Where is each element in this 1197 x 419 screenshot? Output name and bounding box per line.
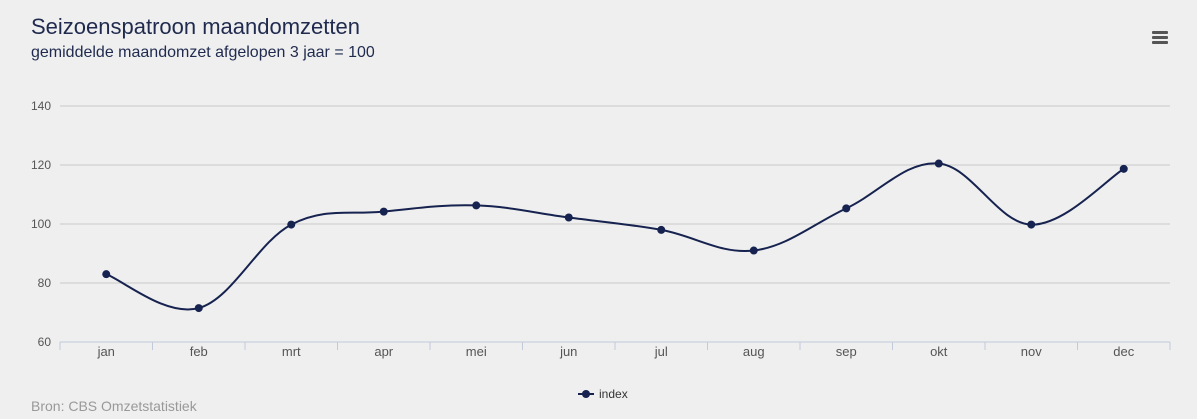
- data-point-mei[interactable]: [472, 201, 481, 210]
- x-tick-label: apr: [374, 344, 393, 359]
- data-point-feb[interactable]: [194, 304, 203, 313]
- x-tick-label: dec: [1113, 344, 1134, 359]
- legend-marker: [582, 390, 590, 398]
- credits: Bron: CBS Omzetstatistiek: [31, 398, 198, 414]
- data-point-jun[interactable]: [564, 213, 573, 222]
- x-axis: jan feb mrt apr mei jun jul aug sep okt nov dec: [59, 341, 1171, 359]
- y-tick-label: 80: [38, 276, 52, 290]
- chart-subtitle: gemiddelde maandomzet afgelopen 3 jaar =…: [31, 44, 375, 61]
- data-point-mrt[interactable]: [287, 220, 296, 229]
- y-tick-label: 100: [31, 217, 51, 231]
- data-point-apr[interactable]: [379, 207, 388, 216]
- data-point-jul[interactable]: [657, 225, 666, 234]
- grid-lines: [60, 105, 1170, 284]
- x-tick-label: mei: [466, 344, 487, 359]
- legend[interactable]: index: [578, 387, 628, 401]
- data-point-dec[interactable]: [1119, 164, 1128, 173]
- data-point-sep[interactable]: [842, 204, 851, 213]
- x-tick-label: jul: [654, 344, 668, 359]
- x-tick-label: okt: [930, 344, 948, 359]
- chart-title: Seizoenspatroon maandomzetten: [31, 14, 360, 39]
- hamburger-menu-icon[interactable]: [1148, 26, 1172, 50]
- data-point-aug[interactable]: [749, 246, 758, 255]
- data-point-okt[interactable]: [934, 159, 943, 168]
- x-tick-label: aug: [743, 344, 765, 359]
- y-tick-label: 120: [31, 158, 51, 172]
- legend-label: index: [599, 387, 628, 401]
- y-tick-label: 140: [31, 99, 51, 113]
- x-tick-label: nov: [1021, 344, 1042, 359]
- data-point-jan[interactable]: [102, 270, 111, 279]
- y-axis: 60 80 100 120 140: [31, 99, 51, 349]
- x-tick-label: mrt: [282, 344, 301, 359]
- x-tick-label: jun: [559, 344, 577, 359]
- series-line-index: [105, 162, 1125, 311]
- y-tick-label: 60: [38, 335, 52, 349]
- data-point-nov[interactable]: [1027, 220, 1036, 229]
- x-tick-label: jan: [97, 344, 115, 359]
- x-tick-label: sep: [836, 344, 857, 359]
- data-points: [102, 159, 1128, 313]
- x-tick-label: feb: [190, 344, 208, 359]
